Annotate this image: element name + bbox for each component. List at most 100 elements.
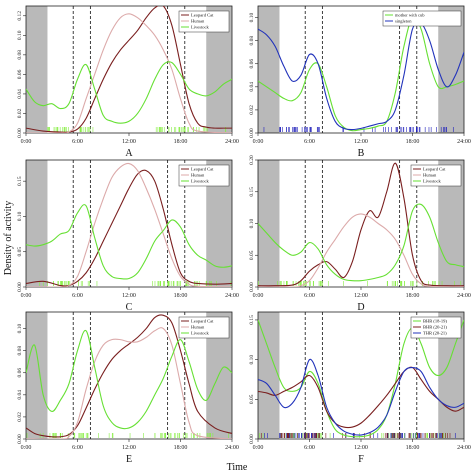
x-tick-label: 12:00 <box>122 445 136 451</box>
y-tick-label: 0.06 <box>17 69 23 79</box>
x-tick-label: 6:00 <box>72 293 83 299</box>
panel-label: F <box>358 454 364 465</box>
y-tick-label: 0.10 <box>249 218 255 228</box>
y-tick-label: 0.12 <box>17 11 23 21</box>
series-line-livestock <box>26 204 232 280</box>
x-tick-label: 0:00 <box>21 293 32 299</box>
y-tick-label: 0.08 <box>17 346 23 356</box>
x-tick-label: 24:00 <box>225 445 239 451</box>
y-tick-label: 0.04 <box>17 390 23 400</box>
legend-entry: mother with cub <box>395 13 425 18</box>
x-tick-label: 18:00 <box>174 139 188 145</box>
legend-entry: Leopard Cat <box>191 13 214 18</box>
panel-C: 0.00 0.05 0.10 0.15 0:00 6:00 12:00 18:00 24:00 C… <box>17 159 239 313</box>
y-tick-label: 0.15 <box>17 176 23 186</box>
panel-D: 0.00 0.05 0.10 0.15 0.20 0:00 6:00 12:00 18:00 24… <box>249 155 471 313</box>
legend-entry: Livestock <box>191 331 209 336</box>
y-tick-label: 0.10 <box>17 30 23 40</box>
x-tick-label: 12:00 <box>354 293 368 299</box>
series-line-leopard-cat <box>258 162 464 287</box>
legend-box <box>410 316 462 339</box>
y-tick-label: 0.00 <box>17 128 23 138</box>
series-line-bhr-20-21- <box>258 366 464 429</box>
rug <box>258 281 462 286</box>
x-tick-label: 24:00 <box>225 139 239 145</box>
x-tick-label: 18:00 <box>406 293 420 299</box>
legend-box <box>178 316 230 339</box>
night-shade <box>26 6 48 133</box>
panel-F: 0.00 0.05 0.10 0.15 0:00 6:00 12:00 18:00 24:00 F… <box>249 311 471 465</box>
series-line-human <box>26 13 232 133</box>
x-tick-label: 0:00 <box>253 445 264 451</box>
night-shade <box>258 6 280 133</box>
legend-entry: Human <box>423 173 437 178</box>
x-tick-label: 18:00 <box>174 445 188 451</box>
y-axis-label: Density of activity <box>3 201 14 275</box>
series-line-thr-20-21- <box>258 358 464 436</box>
night-shade <box>26 312 48 439</box>
panels: 0.00 0.02 0.04 0.06 0.08 0.10 0.12 0:00 6:00 12:0… <box>17 5 471 465</box>
legend-box <box>178 10 230 33</box>
x-tick-label: 6:00 <box>304 445 315 451</box>
series-line-human <box>26 162 232 287</box>
x-tick-label: 6:00 <box>72 445 83 451</box>
y-tick-label: 0.00 <box>249 128 255 138</box>
panel-label: A <box>125 148 133 159</box>
series-line-leopard-cat <box>26 169 232 287</box>
legend-entry: Livestock <box>423 179 441 184</box>
panel-label: D <box>357 302 364 313</box>
rug <box>259 433 456 438</box>
y-tick-label: 0.08 <box>17 50 23 60</box>
panel-A: 0.00 0.02 0.04 0.06 0.08 0.10 0.12 0:00 6:00 12:0… <box>17 5 239 159</box>
legend-entry: Leopard Cat <box>191 167 214 172</box>
y-tick-label: 0.06 <box>249 59 255 69</box>
x-tick-label: 24:00 <box>457 139 471 145</box>
y-tick-label: 0.02 <box>17 412 23 422</box>
series-line-leopard-cat <box>26 6 232 133</box>
legend-entry: Livestock <box>191 25 209 30</box>
y-tick-label: 0.10 <box>17 211 23 221</box>
legend: BHR (18-19)BHR (20-21)THR (20-21) <box>410 316 462 339</box>
y-tick-label: 0.00 <box>249 282 255 292</box>
y-tick-label: 0.10 <box>249 355 255 365</box>
y-tick-label: 0.08 <box>249 36 255 46</box>
y-tick-label: 0.05 <box>17 247 23 257</box>
legend-entry: Leopard Cat <box>191 319 214 324</box>
y-tick-label: 0.06 <box>17 368 23 378</box>
y-tick-label: 0.05 <box>249 394 255 404</box>
y-tick-label: 0.02 <box>249 105 255 115</box>
y-tick-label: 0.10 <box>249 12 255 22</box>
night-shade <box>258 312 280 439</box>
rug <box>26 433 229 438</box>
x-tick-label: 12:00 <box>122 139 136 145</box>
series-line-human <box>26 327 232 439</box>
series-line-livestock <box>26 329 232 430</box>
panel-label: B <box>358 148 365 159</box>
x-tick-label: 6:00 <box>304 293 315 299</box>
x-tick-label: 24:00 <box>225 293 239 299</box>
legend-entry: THR (20-21) <box>423 331 447 336</box>
panel-E: 0.00 0.02 0.04 0.06 0.08 0.10 0:00 6:00 12:00 18:… <box>17 311 239 465</box>
legend-entry: Human <box>191 19 205 24</box>
x-tick-label: 0:00 <box>253 293 264 299</box>
y-tick-label: 0.00 <box>17 282 23 292</box>
series-line-livestock <box>26 61 232 124</box>
night-shade <box>26 160 48 287</box>
legend-entry: BHR (18-19) <box>423 319 447 324</box>
legend-entry: Livestock <box>191 179 209 184</box>
y-tick-label: 0.20 <box>249 155 255 165</box>
legend-box <box>178 164 230 187</box>
series-line-leopard-cat <box>26 314 232 438</box>
legend-entry: singleton <box>395 19 412 24</box>
x-tick-label: 18:00 <box>174 293 188 299</box>
x-tick-label: 12:00 <box>122 293 136 299</box>
x-tick-label: 24:00 <box>457 293 471 299</box>
series-line-livestock <box>258 203 464 282</box>
panel-B: 0.00 0.02 0.04 0.06 0.08 0.10 0:00 6:00 12:00 18:… <box>249 5 471 159</box>
y-tick-label: 0.15 <box>249 187 255 197</box>
x-tick-label: 0:00 <box>253 139 264 145</box>
